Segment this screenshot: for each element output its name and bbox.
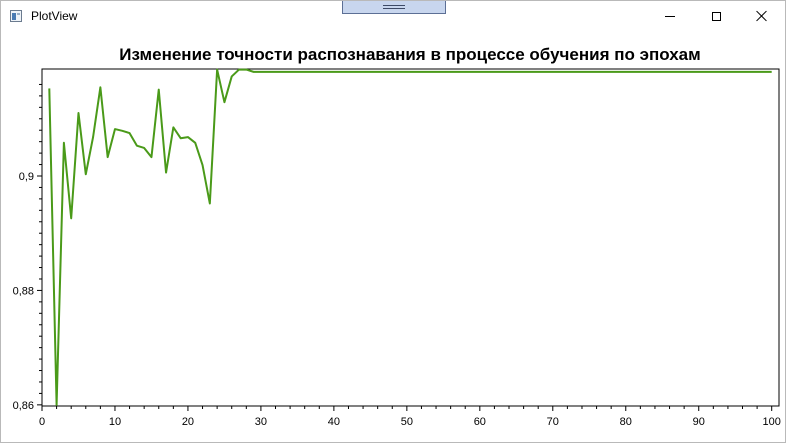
y-axis: 0,86 0,88 0,9	[13, 83, 42, 412]
plot-frame	[41, 68, 780, 407]
minimize-button[interactable]	[647, 1, 693, 31]
series-layer	[48, 68, 772, 406]
close-icon	[756, 10, 768, 22]
y-tick-label: 0,86	[13, 400, 34, 412]
x-tick-label: 60	[474, 416, 486, 428]
x-axis: 0 10 20 30 40 50 60 70 80 90 100	[39, 406, 781, 428]
maximize-icon	[711, 11, 721, 21]
drag-handle[interactable]	[342, 1, 446, 14]
chart-title: Изменение точности распознавания в проце…	[119, 45, 700, 64]
accuracy-series-line	[48, 68, 772, 406]
title-bar[interactable]: PlotView	[1, 1, 785, 31]
x-tick-label: 50	[401, 416, 413, 428]
y-tick-label: 0,88	[13, 285, 34, 297]
x-tick-label: 90	[693, 416, 705, 428]
x-tick-label: 70	[547, 416, 559, 428]
x-tick-label: 80	[620, 416, 632, 428]
chart-area: Изменение точности распознавания в проце…	[13, 45, 781, 428]
maximize-button[interactable]	[693, 1, 739, 31]
x-tick-label: 40	[328, 416, 340, 428]
x-tick-label: 10	[109, 416, 121, 428]
minimize-icon	[665, 15, 675, 17]
app-window-icon	[10, 10, 22, 22]
x-tick-label: 0	[39, 416, 45, 428]
x-tick-label: 20	[182, 416, 194, 428]
y-tick-label: 0,9	[19, 171, 34, 183]
x-tick-label: 30	[255, 416, 267, 428]
x-tick-label: 100	[763, 416, 781, 428]
close-button[interactable]	[739, 1, 785, 31]
window-title: PlotView	[31, 9, 78, 23]
